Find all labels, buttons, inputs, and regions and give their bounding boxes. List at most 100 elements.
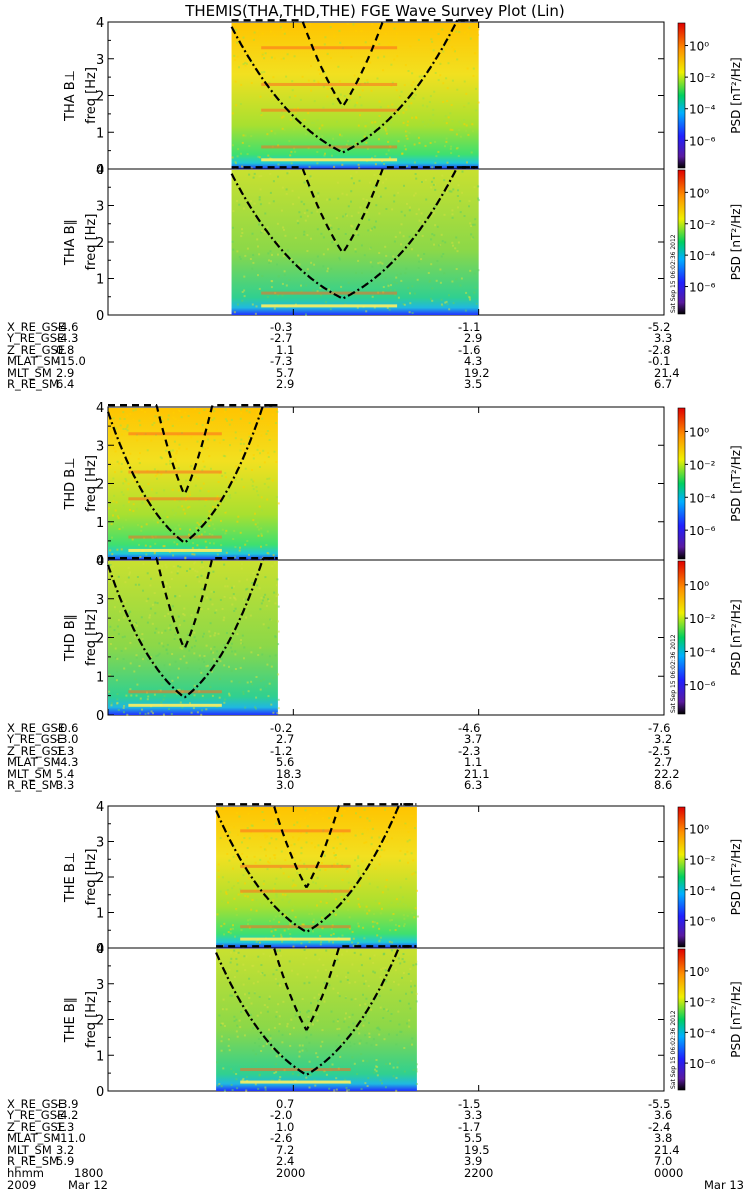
noise-pixel [141, 486, 144, 489]
noise-pixel [351, 930, 354, 933]
spectrogram-panel-6 [107, 945, 688, 1092]
noise-pixel [474, 52, 477, 55]
noise-pixel [124, 600, 127, 603]
noise-pixel [352, 937, 355, 940]
noise-pixel [429, 142, 432, 144]
noise-pixel [347, 971, 350, 974]
y-tick-label: 0 [96, 942, 104, 957]
noise-pixel [314, 976, 317, 979]
noise-pixel [359, 884, 361, 887]
noise-pixel [343, 809, 346, 812]
noise-pixel [235, 1018, 238, 1021]
colorbar-tick-label: 10⁻⁶ [689, 134, 716, 148]
noise-pixel [166, 516, 169, 519]
noise-pixel [415, 116, 418, 119]
noise-pixel [304, 817, 307, 820]
colorbar-label: PSD [nT²/Hz] [729, 204, 743, 280]
noise-pixel [246, 578, 249, 581]
noise-pixel [283, 274, 286, 276]
noise-pixel [286, 249, 289, 252]
noise-pixel [279, 1076, 282, 1079]
noise-pixel [216, 503, 218, 506]
noise-pixel [259, 608, 262, 611]
noise-pixel [305, 284, 308, 287]
noise-pixel [257, 245, 259, 248]
noise-pixel [228, 831, 231, 834]
noise-pixel [216, 913, 219, 916]
noise-pixel [291, 909, 294, 912]
noise-pixel [395, 258, 398, 260]
noise-pixel [264, 52, 267, 55]
noise-pixel [202, 460, 205, 463]
noise-pixel [235, 957, 238, 960]
noise-pixel [441, 174, 444, 177]
noise-pixel [369, 261, 372, 264]
noise-pixel [240, 83, 243, 86]
noise-pixel [357, 124, 360, 127]
noise-pixel [363, 122, 366, 125]
ephemeris-value: -7.6 [648, 721, 671, 735]
y-tick-label: 0 [96, 709, 104, 724]
noise-pixel [440, 255, 443, 258]
noise-pixel [269, 30, 272, 33]
noise-pixel [313, 122, 316, 125]
noise-pixel [165, 566, 168, 569]
noise-pixel [233, 556, 236, 559]
noise-pixel [444, 115, 447, 118]
noise-pixel [255, 676, 258, 678]
y-tick-label: 1 [96, 273, 104, 288]
noise-pixel [277, 502, 280, 505]
noise-pixel [236, 1087, 239, 1090]
noise-pixel [335, 1088, 338, 1091]
noise-pixel [157, 508, 160, 511]
noise-pixel [220, 964, 223, 967]
noise-pixel [227, 901, 229, 904]
noise-pixel [387, 140, 390, 143]
noise-pixel [254, 1053, 257, 1056]
noise-pixel [288, 279, 291, 281]
noise-pixel [341, 105, 343, 108]
noise-pixel [374, 1068, 377, 1071]
noise-pixel [393, 240, 396, 243]
time-tick-label: 2200 [464, 1166, 494, 1180]
noise-pixel [207, 608, 210, 610]
y-tick-label: 4 [96, 163, 104, 178]
noise-pixel [282, 226, 285, 229]
noise-pixel [217, 632, 220, 635]
noise-pixel [411, 285, 414, 288]
noise-pixel [147, 695, 150, 698]
noise-pixel [205, 596, 208, 599]
noise-pixel [122, 428, 125, 430]
noise-pixel [411, 72, 414, 75]
noise-pixel [402, 235, 405, 238]
ephemeris-value: -1.7 [458, 1119, 481, 1134]
noise-pixel [137, 457, 140, 460]
noise-pixel [459, 284, 462, 287]
noise-pixel [226, 585, 229, 588]
noise-pixel [308, 165, 311, 168]
noise-pixel [367, 1077, 370, 1080]
noise-pixel [366, 817, 369, 820]
noise-pixel [387, 904, 390, 907]
noise-pixel [293, 843, 296, 846]
noise-pixel [268, 202, 271, 205]
noise-pixel [171, 509, 174, 512]
noise-pixel [257, 970, 260, 973]
noise-pixel [216, 495, 219, 498]
noise-pixel [323, 154, 326, 157]
noise-pixel [414, 820, 417, 823]
ephemeris-row-name: MLT_SM [7, 365, 52, 380]
noise-pixel [349, 96, 352, 99]
ephemeris-row-name: X_RE_GSE [7, 721, 66, 735]
noise-pixel [219, 837, 222, 839]
noise-pixel [415, 1068, 418, 1071]
noise-pixel [397, 140, 400, 143]
noise-pixel [136, 507, 138, 510]
noise-pixel [238, 681, 241, 684]
noise-pixel [130, 694, 133, 697]
noise-pixel [387, 105, 390, 108]
noise-pixel [379, 195, 382, 198]
noise-pixel [316, 151, 319, 153]
noise-pixel [423, 124, 426, 127]
noise-pixel [353, 1043, 356, 1045]
